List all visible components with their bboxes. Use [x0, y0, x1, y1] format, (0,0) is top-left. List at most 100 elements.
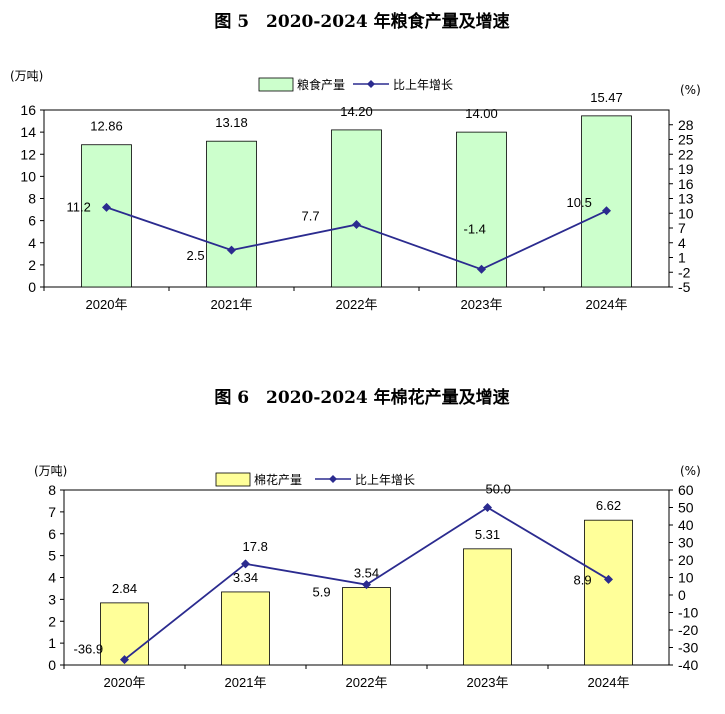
cotton-y2tick-label: 0	[678, 587, 686, 603]
cotton-growth-point	[604, 574, 613, 584]
cotton-ytick-label: 0	[48, 657, 56, 673]
grain-bar-label: 12.86	[90, 119, 123, 134]
cotton-growth-point	[362, 580, 371, 590]
legend-label-growth-cotton: 比上年增长	[355, 473, 415, 487]
chart-grain-legend: 粮食产量 比上年增长	[258, 77, 453, 92]
grain-y2tick-label: 7	[678, 220, 686, 236]
grain-growth-point	[477, 264, 486, 274]
grain-y2tick-label: 16	[678, 176, 694, 192]
grain-ytick-label: 6	[28, 213, 36, 229]
legend-swatch-grain	[258, 77, 294, 92]
grain-growth-label: 7.7	[302, 209, 320, 224]
grain-bar-label: 14.20	[340, 104, 373, 119]
chart-grain-x-axis: 2020年 2021年 2022年 2023年 2024年	[43, 287, 628, 312]
cotton-bar-label: 3.54	[354, 566, 379, 581]
grain-xtick-label: 2022年	[336, 297, 378, 312]
cotton-ytick-label: 6	[48, 526, 56, 542]
cotton-ytick-label: 2	[48, 613, 56, 629]
cotton-xtick-label: 2021年	[225, 675, 267, 690]
cotton-xtick-label: 2023年	[467, 675, 509, 690]
cotton-y2tick-label: -40	[678, 657, 698, 673]
cotton-ytick-label: 4	[48, 570, 56, 586]
legend-swatch-cotton	[215, 472, 251, 487]
grain-ytick-label: 2	[28, 257, 36, 273]
grain-ytick-label: 16	[20, 102, 36, 118]
cotton-xtick-label: 2022年	[346, 675, 388, 690]
grain-xtick-label: 2023年	[461, 297, 503, 312]
grain-bar	[206, 140, 257, 288]
cotton-bar-label: 3.34	[233, 570, 258, 585]
grain-growth-point	[352, 220, 361, 230]
chart-grain-bars	[81, 115, 632, 288]
cotton-bar	[463, 548, 512, 666]
chart-cotton-left-axis: 0 1 2 3 4 5 6 7 8	[48, 482, 64, 673]
cotton-y2tick-label: -20	[678, 622, 698, 638]
cotton-y2tick-label: -30	[678, 640, 698, 656]
cotton-y2tick-label: 60	[678, 482, 694, 498]
cotton-growth-label: -36.9	[74, 642, 104, 657]
cotton-bar	[100, 602, 149, 666]
grain-ytick-label: 10	[20, 168, 36, 184]
grain-y2tick-label: 28	[678, 117, 694, 133]
grain-bar-label: 14.00	[465, 106, 498, 121]
legend-label-grain: 粮食产量	[297, 77, 345, 92]
grain-y2tick-label: -2	[678, 264, 691, 280]
chart-cotton-legend: 棉花产量 比上年增长	[215, 472, 415, 487]
cotton-y2tick-label: 20	[678, 552, 694, 568]
chart-grain-title: 图 5 2020-2024 年粮食产量及增速	[214, 11, 509, 32]
cotton-bar	[221, 591, 270, 666]
chart-cotton-bar-labels: 2.84 3.34 3.54 5.31 6.62	[112, 498, 621, 596]
grain-xtick-label: 2021年	[211, 297, 253, 312]
legend-marker-growth-cotton	[329, 475, 337, 483]
cotton-bar-label: 5.31	[475, 527, 500, 542]
grain-bar	[81, 144, 132, 288]
cotton-ytick-label: 8	[48, 482, 56, 498]
cotton-y2tick-label: 50	[678, 500, 694, 516]
grain-y2tick-label: 25	[678, 132, 694, 148]
grain-ytick-label: 4	[28, 235, 36, 251]
chart-cotton-bars	[100, 519, 633, 666]
grain-xtick-label: 2024年	[586, 297, 628, 312]
grain-ytick-label: 12	[20, 146, 36, 162]
cotton-growth-point	[483, 503, 492, 512]
cotton-y2tick-label: -10	[678, 605, 698, 621]
grain-growth-label: -1.4	[464, 221, 486, 236]
legend-label-growth: 比上年增长	[393, 78, 453, 92]
grain-growth-label: 2.5	[187, 248, 205, 263]
chart-cotton-right-unit: (%)	[680, 464, 701, 478]
cotton-bar-label: 6.62	[596, 498, 621, 513]
chart-cotton-title: 图 6 2020-2024 年棉花产量及增速	[214, 387, 509, 408]
cotton-ytick-label: 5	[48, 548, 56, 564]
cotton-growth-label: 5.9	[313, 585, 331, 600]
grain-bar	[331, 129, 382, 288]
chart-grain-left-axis: 0 2 4 6 8 10 12 14 16	[20, 102, 44, 295]
chart-cotton-x-axis: 2020年 2021年 2022年 2023年 2024年	[63, 665, 630, 690]
chart-grain-right-unit: (%)	[680, 83, 701, 97]
grain-y2tick-label: -5	[678, 279, 691, 295]
legend-marker-growth	[367, 80, 375, 88]
chart-cotton-growth-labels: -36.9 17.8 5.9 50.0 8.9	[74, 482, 592, 657]
cotton-xtick-label: 2020年	[104, 675, 146, 690]
legend-label-cotton: 棉花产量	[254, 472, 302, 487]
chart-cotton: 图 6 2020-2024 年棉花产量及增速 (万吨) (%) 棉花产量 比上年…	[34, 387, 701, 690]
grain-growth-label: 11.2	[67, 199, 91, 214]
cotton-growth-point	[241, 559, 250, 569]
grain-growth-point	[102, 202, 111, 212]
grain-y2tick-label: 10	[678, 205, 694, 221]
grain-bar-label: 13.18	[215, 115, 248, 130]
grain-growth-point	[227, 245, 236, 255]
cotton-bar	[342, 587, 391, 666]
cotton-y2tick-label: 10	[678, 570, 694, 586]
chart-grain-left-unit: (万吨)	[10, 69, 43, 83]
cotton-growth-label: 50.0	[486, 482, 511, 497]
cotton-bar-label: 2.84	[112, 581, 137, 596]
grain-growth-point	[602, 206, 611, 216]
chart-grain-growth-labels: 11.2 2.5 7.7 -1.4 10.5	[67, 195, 592, 263]
chart-grain: 图 5 2020-2024 年粮食产量及增速 (万吨) (%) 粮食产量 比上年…	[10, 11, 701, 312]
chart-grain-bar-labels: 12.86 13.18 14.20 14.00 15.47	[90, 90, 623, 134]
cotton-xtick-label: 2024年	[588, 675, 630, 690]
cotton-ytick-label: 3	[48, 591, 56, 607]
grain-y2tick-label: 22	[678, 146, 694, 162]
